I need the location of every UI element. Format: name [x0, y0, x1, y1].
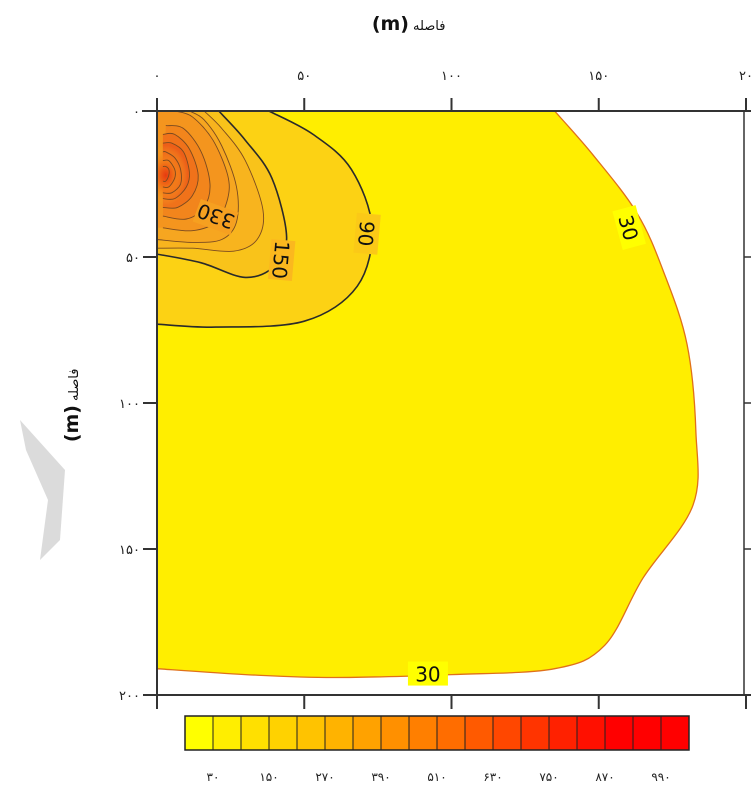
- colorbar-tick-label: ۸۷۰: [595, 770, 614, 784]
- colorbar-segment: [632, 715, 662, 751]
- colorbar-tick-label: ۶۳۰: [483, 770, 502, 784]
- x-tick-label: ۱۰۰: [441, 69, 462, 84]
- colorbar-segment: [352, 715, 382, 751]
- x-tick-label: ۰: [154, 69, 161, 84]
- colorbar-segment: [492, 715, 522, 751]
- colorbar-segment: [296, 715, 326, 751]
- colorbar-tick-label: ۳۹۰: [371, 770, 390, 784]
- colorbar-segment: [436, 715, 466, 751]
- contour-line-330: [162, 111, 230, 232]
- x-axis-label: فاصله: [413, 19, 446, 34]
- colorbar-segment: [380, 715, 410, 751]
- contour-line-990: [162, 165, 170, 182]
- colorbar-segment: [576, 715, 606, 751]
- colorbar-tick-label: ۵۱۰: [427, 770, 446, 784]
- contour-label-bg: [612, 205, 646, 250]
- contour-fills: [157, 111, 699, 678]
- contour-label-bg: [353, 212, 381, 255]
- y-tick-label: ۱۰۰: [119, 397, 140, 412]
- colorbar-segment: [464, 715, 494, 751]
- contour-line-210: [157, 111, 265, 252]
- colorbar-segment: [268, 715, 298, 751]
- contour-line-630: [162, 142, 190, 200]
- y-axis-unit: (m): [61, 405, 83, 442]
- colorbar-tick-label: ۲۷۰: [315, 770, 334, 784]
- colorbar-segment: [240, 715, 270, 751]
- x-tick-label: ۵۰: [297, 69, 311, 84]
- colorbar: ۳۰ ۱۵۰ ۲۷۰ ۳۹۰ ۵۱۰ ۶۳۰ ۷۵۰ ۸۷۰ ۹۹۰: [184, 715, 690, 784]
- contour-line-270: [157, 111, 239, 243]
- contour-label-bg: [192, 198, 239, 236]
- colorbar-tick-label: ۳۰: [207, 770, 220, 784]
- contour-label: 30: [415, 663, 440, 687]
- x-axis-ticks: ۰ ۵۰ ۱۰۰ ۱۵۰ ۲۰: [154, 69, 751, 709]
- colorbar-segment: [184, 715, 214, 751]
- colorbar-segment: [408, 715, 438, 751]
- colorbar-segment: [324, 715, 354, 751]
- x-axis-unit: (m): [372, 13, 409, 35]
- colorbar-segment: [548, 715, 578, 751]
- x-tick-label: ۲۰: [739, 69, 751, 84]
- watermark-shape: [20, 420, 65, 560]
- colorbar-frame: [184, 715, 690, 751]
- colorbar-tick-label: ۷۵۰: [539, 770, 558, 784]
- colorbar-segment: [660, 715, 690, 751]
- contour-line-390: [162, 125, 211, 220]
- x-axis-title: (m) فاصله: [372, 13, 446, 35]
- contour-label-bg: [267, 239, 296, 281]
- contour-line-870: [162, 159, 176, 189]
- y-tick-label: ۱۵۰: [119, 543, 140, 558]
- colorbar-tick-label: ۹۹۰: [651, 770, 670, 784]
- colorbar-segment: [604, 715, 634, 751]
- contour-line-510: [162, 132, 199, 209]
- contour-line-90: [157, 111, 373, 328]
- y-tick-label: ۵۰: [126, 251, 140, 266]
- x-tick-label: ۱۵۰: [588, 69, 609, 84]
- contour-label-bg: [407, 661, 448, 686]
- y-tick-label: ۰: [133, 105, 140, 120]
- contour-label: 150: [267, 240, 294, 280]
- contour-label: 90: [353, 220, 379, 247]
- y-tick-label: ۲۰۰: [119, 689, 140, 704]
- contour-line-750: [162, 151, 182, 194]
- y-axis-title: (m) فاصله: [61, 369, 83, 443]
- y-axis-label: فاصله: [67, 369, 82, 402]
- colorbar-segment: [212, 715, 242, 751]
- plot-area: [157, 111, 747, 695]
- y-axis-ticks: ۰ ۵۰ ۱۰۰ ۱۵۰ ۲۰۰: [119, 105, 751, 704]
- colorbar-tick-label: ۱۵۰: [259, 770, 278, 784]
- contour-line-30: [157, 111, 699, 679]
- colorbar-segment: [520, 715, 550, 751]
